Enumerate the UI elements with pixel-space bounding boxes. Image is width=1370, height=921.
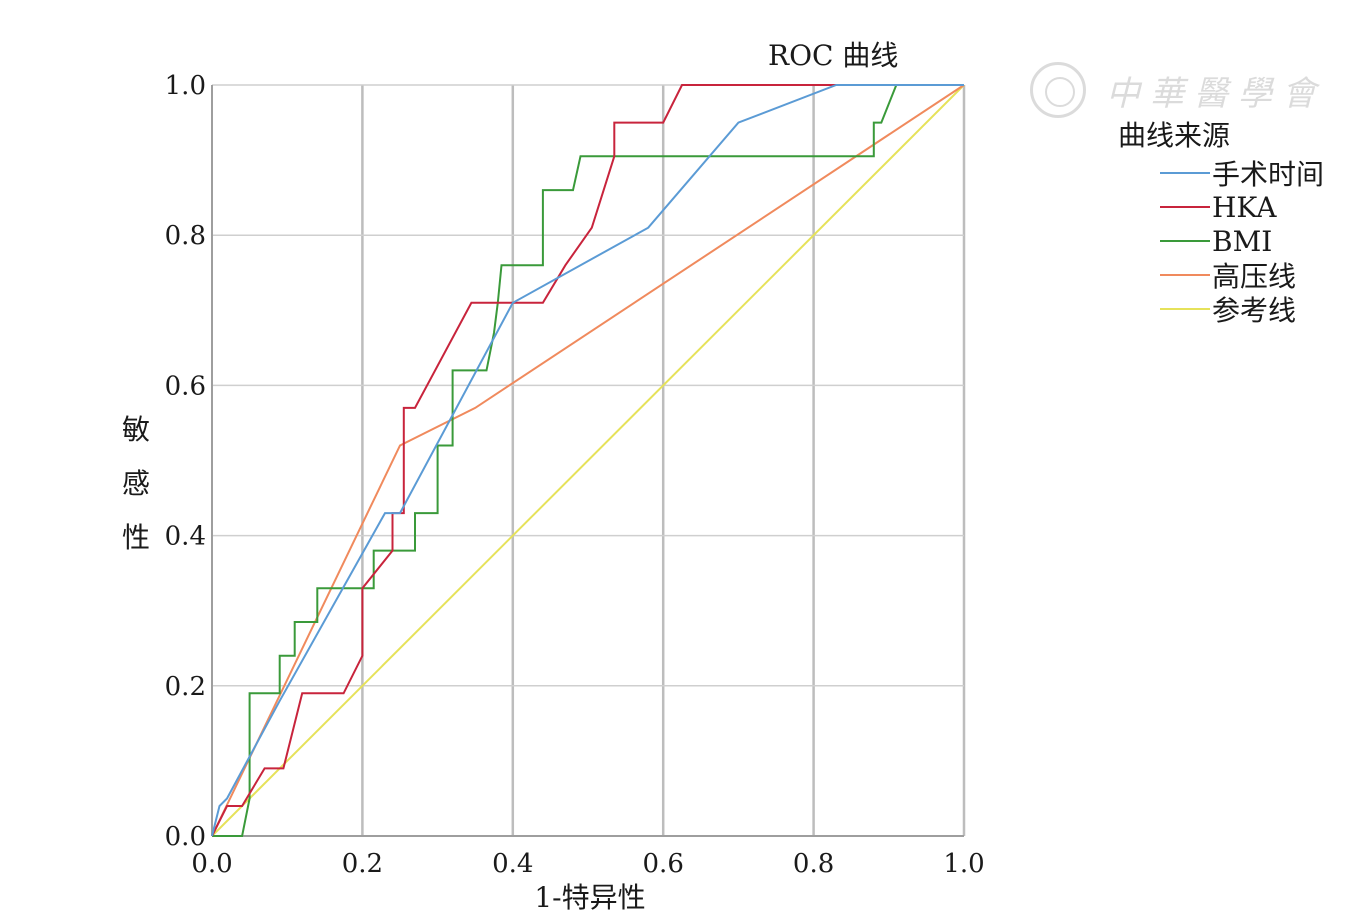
series-line xyxy=(211,84,965,837)
legend-item: 手术时间 xyxy=(1118,156,1325,191)
tick-labels: 0.0 0.2 0.4 0.6 0.8 1.0 0.0 0.2 0.4 0.6 0.8 1.0 xyxy=(165,71,985,879)
legend-label: 手术时间 xyxy=(1212,158,1325,191)
legend-swatch xyxy=(1160,308,1210,310)
chart-title: ROC 曲线 xyxy=(768,39,899,72)
legend-swatch xyxy=(1160,274,1210,276)
series-line xyxy=(211,84,964,837)
legend-label: 参考线 xyxy=(1212,294,1297,327)
seal-icon xyxy=(1030,62,1086,118)
series-line xyxy=(211,84,965,837)
x-tick-label: 0.0 xyxy=(191,849,232,879)
legend: 曲线来源 手术时间 HKA BMI 高压线 参考线 xyxy=(1118,114,1325,327)
legend-item: HKA xyxy=(1118,190,1324,224)
legend-item: 参考线 xyxy=(1118,292,1324,327)
legend-item: 高压线 xyxy=(1118,258,1324,293)
x-tick-label: 0.8 xyxy=(793,849,834,879)
watermark: 中華醫學會 xyxy=(1030,62,1326,118)
legend-item: BMI xyxy=(1118,224,1324,258)
legend-swatch xyxy=(1160,206,1210,208)
series-lines xyxy=(211,84,965,837)
x-tick-label: 0.6 xyxy=(643,849,684,879)
x-tick-label: 0.4 xyxy=(492,849,533,879)
x-tick-label: 1.0 xyxy=(943,849,984,879)
y-tick-label: 0.2 xyxy=(165,672,206,702)
y-tick-label: 0.0 xyxy=(165,822,206,852)
series-line xyxy=(212,84,964,837)
y-tick-label: 0.6 xyxy=(165,371,206,401)
legend-swatch xyxy=(1160,172,1210,174)
legend-label: 高压线 xyxy=(1212,260,1297,293)
x-tick-label: 0.2 xyxy=(342,849,383,879)
series-line xyxy=(211,84,964,837)
y-axis-label-char: 感 xyxy=(121,467,150,500)
legend-title: 曲线来源 xyxy=(1118,119,1231,152)
x-axis-label: 1-特异性 xyxy=(534,881,646,914)
y-axis-label-char: 敏 xyxy=(121,413,150,446)
y-tick-label: 0.4 xyxy=(165,522,206,552)
y-axis-label: 敏感性 xyxy=(120,403,152,565)
y-axis-label-char: 性 xyxy=(121,521,150,554)
watermark-text: 中華醫學會 xyxy=(1106,73,1326,114)
y-tick-label: 0.8 xyxy=(165,221,206,251)
legend-swatch xyxy=(1160,240,1210,242)
legend-label: HKA xyxy=(1212,190,1277,224)
axes xyxy=(211,85,964,837)
y-tick-label: 1.0 xyxy=(165,71,206,101)
legend-label: BMI xyxy=(1212,224,1273,258)
